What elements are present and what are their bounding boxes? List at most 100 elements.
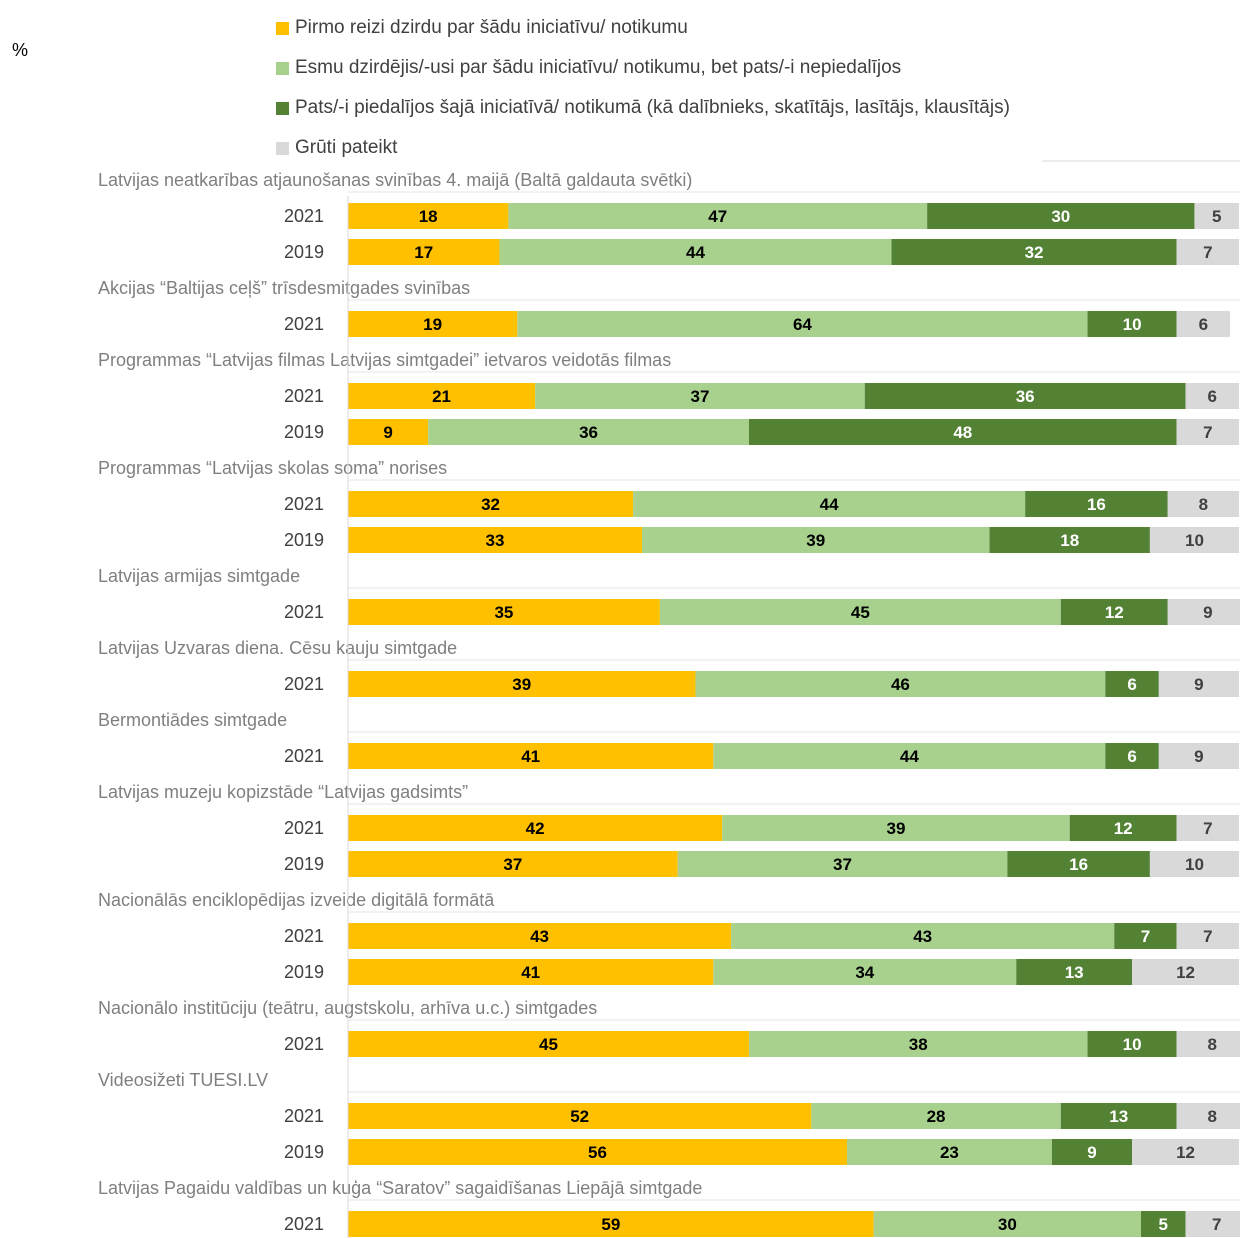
data-label: 12 <box>1105 603 1124 622</box>
bar-segment-heard <box>508 203 928 229</box>
data-label: 23 <box>940 1143 959 1162</box>
data-label: 30 <box>998 1215 1017 1234</box>
bar-segment-heard <box>873 1211 1141 1237</box>
year-label: 2021 <box>284 494 324 514</box>
year-label: 2021 <box>284 746 324 766</box>
data-label: 6 <box>1127 675 1136 694</box>
data-label: 41 <box>521 747 540 766</box>
data-label: 19 <box>423 315 442 334</box>
bar-segment-hard-to-say <box>1158 671 1239 697</box>
data-label: 13 <box>1109 1107 1128 1126</box>
data-label: 9 <box>1203 603 1212 622</box>
data-label: 18 <box>1060 531 1079 550</box>
data-label: 9 <box>1194 675 1203 694</box>
year-label: 2019 <box>284 1142 324 1162</box>
bar-segment-participated <box>1016 959 1133 985</box>
data-label: 7 <box>1212 1215 1221 1234</box>
bar-segment-hard-to-say <box>1185 383 1239 409</box>
data-label: 48 <box>953 423 972 442</box>
legend-label-hard-to-say: Grūti pateikt <box>295 137 398 158</box>
bar-segment-hard-to-say <box>1176 923 1239 949</box>
data-label: 5 <box>1212 207 1221 226</box>
legend-item-first-time: Pirmo reizi dzirdu par šādu iniciatīvu/ … <box>276 8 1010 48</box>
data-label: 12 <box>1114 819 1133 838</box>
data-label: 12 <box>1176 1143 1195 1162</box>
data-label: 37 <box>833 855 852 874</box>
group-label: Nacionālās enciklopēdijas izveide digitā… <box>98 890 495 910</box>
bar-segment-heard <box>517 311 1088 337</box>
bar-segment-hard-to-say <box>1185 1211 1240 1237</box>
group-label: Latvijas Uzvaras diena. Cēsu kauju simtg… <box>98 638 457 658</box>
data-label: 39 <box>887 819 906 838</box>
legend-label-participated: Pats/-i piedalījos šajā iniciatīvā/ noti… <box>295 97 1010 118</box>
bar-segment-heard <box>677 851 1008 877</box>
data-label: 36 <box>1016 387 1035 406</box>
data-label: 16 <box>1069 855 1088 874</box>
legend-swatch-hard-to-say <box>276 141 289 155</box>
data-label: 9 <box>1194 747 1203 766</box>
year-label: 2019 <box>284 530 324 550</box>
data-label: 21 <box>432 387 451 406</box>
data-label: 44 <box>900 747 919 766</box>
bar-segment-first-time <box>348 815 723 841</box>
year-label: 2021 <box>284 674 324 694</box>
group-label: Latvijas armijas simtgade <box>98 566 300 586</box>
bar-segment-participated <box>1140 1211 1186 1237</box>
bar-segment-heard <box>713 743 1106 769</box>
bar-segment-first-time <box>348 1103 812 1129</box>
bar-segment-heard <box>811 1103 1061 1129</box>
legend-swatch-participated <box>276 101 289 115</box>
data-label: 16 <box>1087 495 1106 514</box>
bar-segment-participated <box>1060 599 1168 625</box>
bar-segment-participated <box>748 419 1177 445</box>
data-label: 6 <box>1208 387 1217 406</box>
data-label: 39 <box>806 531 825 550</box>
data-label: 52 <box>570 1107 589 1126</box>
legend-label-heard: Esmu dzirdējis/-usi par šādu iniciatīvu/… <box>295 57 902 78</box>
bar-segment-hard-to-say <box>1149 851 1239 877</box>
bar-segment-first-time <box>348 1211 874 1237</box>
data-label: 10 <box>1123 1035 1142 1054</box>
bar-segment-heard <box>713 959 1017 985</box>
data-label: 9 <box>1087 1143 1096 1162</box>
bar-segment-hard-to-say <box>1176 815 1239 841</box>
data-label: 10 <box>1185 855 1204 874</box>
bar-segment-first-time <box>348 959 714 985</box>
data-label: 5 <box>1159 1215 1168 1234</box>
bar-segment-participated <box>1060 1103 1177 1129</box>
bar-segment-hard-to-say <box>1167 491 1239 517</box>
bar-segment-participated <box>989 527 1150 553</box>
bar-segment-participated <box>1105 671 1159 697</box>
year-label: 2019 <box>284 962 324 982</box>
data-label: 6 <box>1127 747 1136 766</box>
bar-segment-first-time <box>348 419 429 445</box>
bar-segment-hard-to-say <box>1167 599 1240 625</box>
year-label: 2019 <box>284 422 324 442</box>
year-label: 2019 <box>284 242 324 262</box>
bar-segment-heard <box>748 1031 1088 1057</box>
data-label: 7 <box>1203 927 1212 946</box>
data-label: 46 <box>891 675 910 694</box>
data-label: 44 <box>820 495 839 514</box>
bar-segment-hard-to-say <box>1158 743 1239 769</box>
bar-segment-participated <box>891 239 1177 265</box>
data-label: 6 <box>1199 315 1208 334</box>
group-label: Programmas “Latvijas skolas soma” norise… <box>98 458 447 478</box>
data-label: 18 <box>419 207 438 226</box>
bar-segment-heard <box>722 815 1070 841</box>
data-label: 8 <box>1208 1107 1217 1126</box>
bar-segment-hard-to-say <box>1176 1103 1240 1129</box>
data-label: 37 <box>690 387 709 406</box>
data-label: 35 <box>494 603 513 622</box>
data-label: 28 <box>927 1107 946 1126</box>
bar-segment-participated <box>1007 851 1150 877</box>
data-label: 43 <box>530 927 549 946</box>
year-label: 2021 <box>284 818 324 838</box>
data-label: 7 <box>1141 927 1150 946</box>
bar-segment-hard-to-say <box>1176 239 1239 265</box>
data-label: 47 <box>708 207 727 226</box>
year-label: 2021 <box>284 1214 324 1234</box>
bar-segment-heard <box>659 599 1061 625</box>
data-label: 8 <box>1208 1035 1217 1054</box>
bar-segment-first-time <box>348 599 660 625</box>
